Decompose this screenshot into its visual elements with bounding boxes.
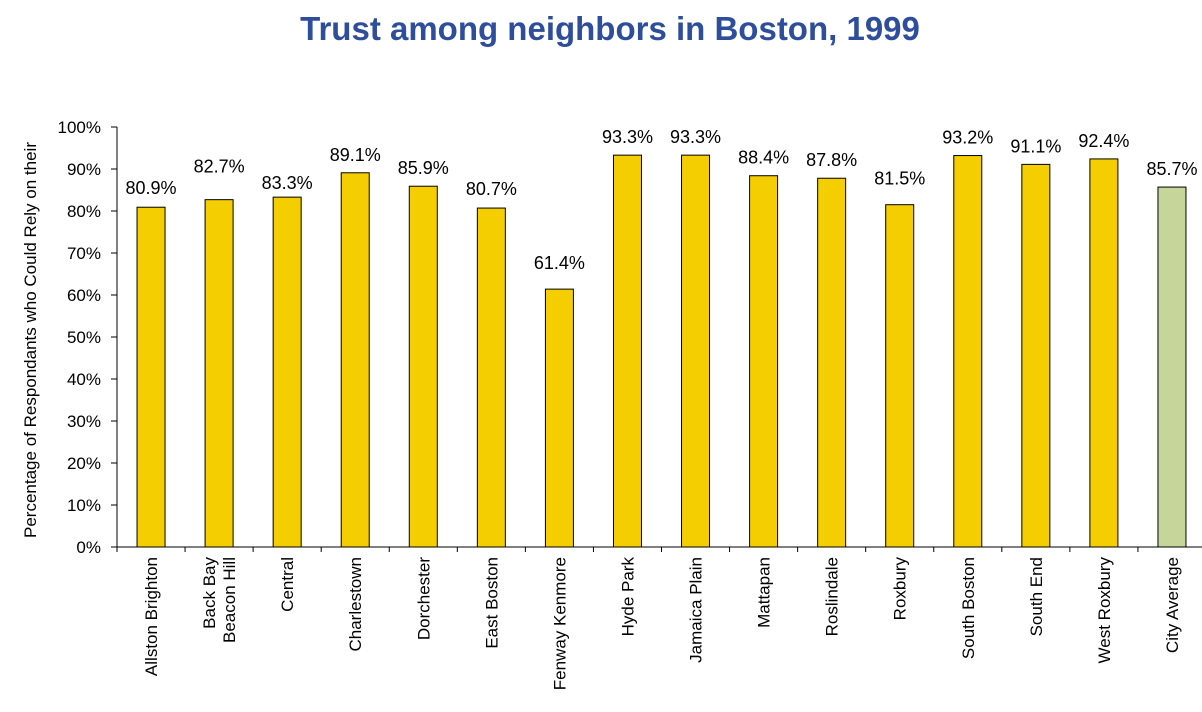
data-label: 93.2% [942, 128, 993, 148]
data-label: 92.4% [1078, 131, 1129, 151]
data-label: 80.7% [466, 179, 517, 199]
category-label: Beacon Hill [220, 557, 239, 643]
category-label: City Average [1163, 557, 1182, 653]
bar-city-average [1157, 186, 1187, 548]
bar [885, 204, 915, 548]
category-label: South Boston [959, 557, 978, 659]
data-label: 61.4% [534, 253, 585, 273]
category-label: Roslindale [823, 557, 842, 636]
category-label: Back Bay [200, 557, 219, 629]
category-label: West Roxbury [1095, 557, 1114, 664]
category-label: Charlestown [346, 557, 365, 652]
category-label: South End [1027, 557, 1046, 636]
data-label: 93.3% [602, 127, 653, 147]
bar [612, 154, 642, 548]
bar [1021, 163, 1051, 548]
data-label: 91.1% [1010, 136, 1061, 156]
category-label: Jamaica Plain [687, 557, 706, 663]
bar [272, 196, 302, 548]
data-label: 93.3% [670, 127, 721, 147]
y-tick-label: 30% [67, 412, 101, 431]
data-label: 89.1% [330, 145, 381, 165]
y-tick-label: 10% [67, 496, 101, 515]
data-label: 85.7% [1146, 159, 1197, 179]
plot-area: 0% 10% 20% 30% 40% 50% 60% 70% 80% 90% 100% 80.9% Al… [58, 118, 1202, 690]
y-tick-label: 70% [67, 244, 101, 263]
bar [817, 177, 847, 548]
category-label: Dorchester [414, 557, 433, 640]
bar [204, 199, 234, 548]
data-label: 85.9% [398, 158, 449, 178]
y-tick-label: 60% [67, 286, 101, 305]
y-tick-label: 100% [58, 118, 101, 137]
category-label: Fenway Kenmore [550, 557, 569, 690]
bar [681, 154, 711, 548]
category-label: Central [278, 557, 297, 612]
y-tick-label: 90% [67, 160, 101, 179]
bar [408, 185, 438, 548]
data-label: 80.9% [126, 178, 177, 198]
y-tick-label: 20% [67, 454, 101, 473]
data-label: 88.4% [738, 148, 789, 168]
bar [544, 288, 574, 548]
chart-title: Trust among neighbors in Boston, 1999 [300, 10, 920, 47]
bar [340, 172, 370, 548]
category-label: Hyde Park [618, 557, 637, 637]
y-axis-label: Percentage of Respondants who Could Rely… [21, 142, 40, 538]
y-tick-label: 80% [67, 202, 101, 221]
data-label: 81.5% [874, 169, 925, 189]
bar [136, 206, 166, 548]
bar [476, 207, 506, 548]
category-label: Mattapan [755, 557, 774, 628]
bar [1089, 158, 1119, 548]
category-label: Allston Brighton [142, 557, 161, 676]
data-label: 83.3% [262, 173, 313, 193]
y-tick-label: 0% [76, 538, 101, 557]
y-tick-label: 40% [67, 370, 101, 389]
category-label: Roxbury [891, 557, 910, 621]
y-tick-label: 50% [67, 328, 101, 347]
category-label: East Boston [482, 557, 501, 649]
data-label: 87.8% [806, 150, 857, 170]
data-label: 82.7% [194, 157, 245, 177]
bar [953, 155, 983, 548]
bar [749, 175, 779, 548]
